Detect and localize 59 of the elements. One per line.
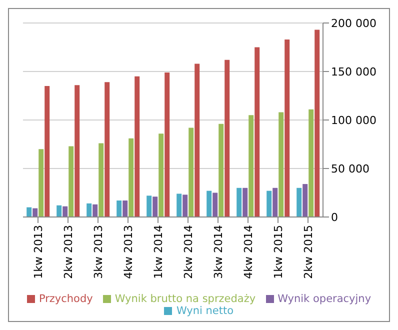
y-tick-label: 50 000 bbox=[331, 162, 370, 176]
legend-label: Wyni netto bbox=[176, 305, 234, 317]
bar bbox=[74, 85, 80, 217]
bar bbox=[158, 134, 164, 217]
legend-label: Wynik brutto na sprzedaży bbox=[114, 293, 256, 305]
legend-label: Wynik operacyjny bbox=[278, 293, 372, 305]
bar bbox=[92, 204, 98, 217]
bar bbox=[302, 184, 308, 217]
bar bbox=[194, 64, 200, 217]
bar bbox=[134, 76, 140, 217]
bar bbox=[116, 200, 122, 217]
bar bbox=[212, 192, 218, 217]
y-tick-label: 0 bbox=[331, 210, 338, 224]
bar bbox=[104, 82, 110, 217]
bar bbox=[122, 200, 128, 217]
bar bbox=[278, 112, 284, 217]
y-tick-label: 200 000 bbox=[331, 16, 376, 30]
bar bbox=[242, 188, 248, 217]
bar bbox=[272, 188, 278, 217]
bar bbox=[254, 47, 260, 217]
x-tick-label: 3kw 2014 bbox=[212, 225, 225, 279]
x-tick-label: 2kw 2014 bbox=[182, 225, 195, 279]
bar bbox=[164, 72, 170, 217]
bar bbox=[32, 208, 38, 217]
bar bbox=[98, 143, 104, 217]
bar bbox=[314, 30, 320, 217]
x-tick-label: 1kw 2015 bbox=[272, 225, 285, 279]
bar bbox=[284, 39, 290, 217]
bar bbox=[128, 138, 134, 217]
bar bbox=[308, 109, 314, 217]
bar bbox=[224, 60, 230, 217]
bar bbox=[248, 115, 254, 217]
bar bbox=[86, 203, 92, 217]
bar bbox=[146, 196, 152, 217]
y-tick-label: 100 000 bbox=[331, 114, 376, 127]
x-tick-label: 1kw 2013 bbox=[32, 225, 45, 279]
bar bbox=[188, 128, 194, 217]
bar bbox=[68, 146, 74, 217]
x-tick-label: 2kw 2015 bbox=[302, 225, 315, 279]
bar bbox=[296, 188, 302, 217]
bar bbox=[266, 190, 272, 217]
legend-label: Przychody bbox=[38, 293, 93, 305]
bar bbox=[62, 206, 68, 217]
bar bbox=[206, 190, 212, 217]
bar bbox=[236, 188, 242, 217]
bar bbox=[218, 124, 224, 217]
bar bbox=[38, 149, 44, 217]
x-tick-label: 2kw 2013 bbox=[62, 225, 75, 279]
bar bbox=[56, 205, 62, 217]
bar bbox=[176, 194, 182, 217]
bar bbox=[44, 86, 50, 217]
bar bbox=[152, 196, 158, 217]
x-tick-label: 4kw 2014 bbox=[242, 225, 255, 279]
bar bbox=[182, 194, 188, 217]
y-tick-label: 150 000 bbox=[331, 65, 376, 78]
bar bbox=[26, 207, 32, 217]
x-tick-label: 1kw 2014 bbox=[152, 225, 165, 279]
x-tick-label: 4kw 2013 bbox=[122, 225, 135, 279]
x-tick-label: 3kw 2013 bbox=[92, 225, 105, 279]
